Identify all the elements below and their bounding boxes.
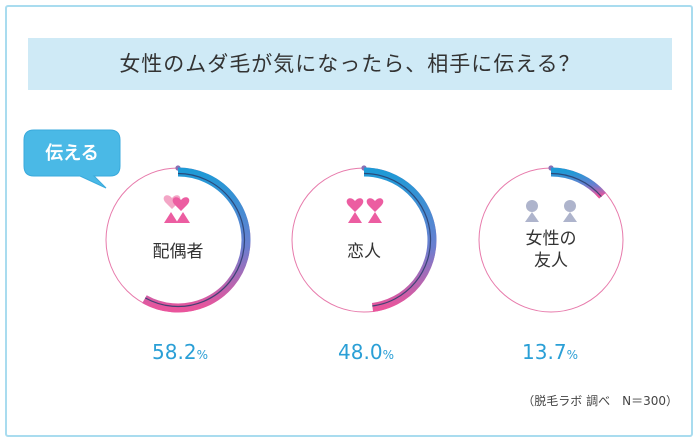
category-label: 配偶者: [153, 242, 204, 262]
people-icon: [346, 198, 384, 223]
category-label: 女性の: [526, 229, 577, 249]
source-note: （脱毛ラボ 調べ N＝300）: [522, 394, 678, 408]
badge-bubble: [23, 129, 121, 189]
donut-value-arc: [142, 167, 251, 313]
chart-title: 女性のムダ毛が気になったら、相手に伝える？: [119, 52, 581, 76]
donut-partner: 恋人: [291, 165, 437, 313]
pct-label-female-friend: 13.7%: [522, 340, 578, 364]
pct-label-partner: 48.0%: [338, 340, 394, 364]
donut-value-inner-line: [363, 172, 432, 307]
donut-value-arc: [363, 167, 437, 312]
donut-value-inner-line: [144, 172, 246, 308]
people-icon: [525, 200, 577, 222]
badge-label: 伝える: [45, 143, 99, 164]
donut-value-arc: [550, 167, 606, 199]
people-icon: [163, 195, 190, 223]
title-band: [28, 38, 672, 90]
pct-label-spouse: 58.2%: [152, 340, 208, 364]
category-label-line2: 友人: [534, 251, 568, 271]
donut-value-inner-line: [550, 172, 602, 198]
category-label: 恋人: [347, 241, 381, 262]
donut-spouse: 配偶者: [105, 165, 251, 313]
